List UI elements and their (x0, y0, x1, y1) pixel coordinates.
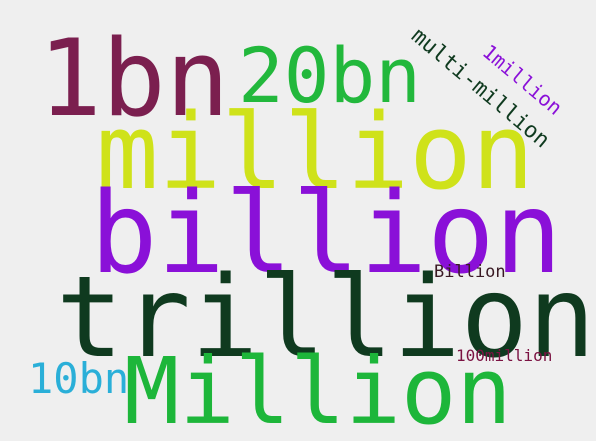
word-20bn: 20bn (238, 31, 422, 120)
word-Billion: Billion (434, 262, 506, 282)
word-million: million (96, 91, 535, 213)
word-100million: 100million (456, 346, 553, 365)
word-1bn: 1bn (38, 17, 230, 140)
word-10bn: 10bn (28, 354, 130, 403)
word-trillion: trillion (56, 253, 596, 383)
word-billion: billion (90, 169, 563, 299)
word-Million: Million (124, 338, 512, 441)
